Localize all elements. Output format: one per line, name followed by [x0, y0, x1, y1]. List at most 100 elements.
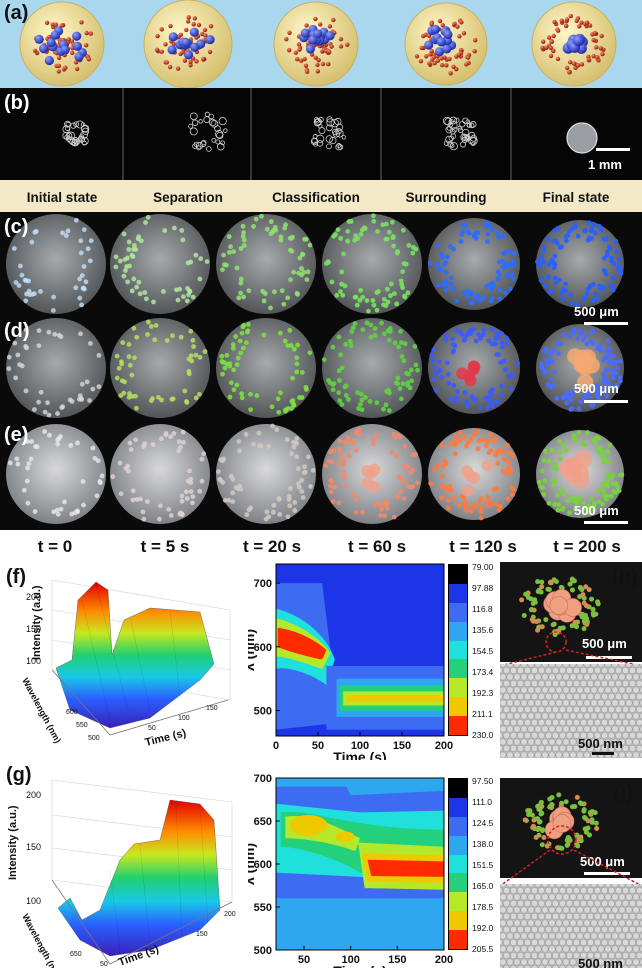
y-tick-label: 650 — [254, 816, 272, 828]
colorbar-swatch — [449, 659, 467, 679]
cb2-tick: 138.0 — [472, 839, 494, 849]
x-axis-label: Time (s) — [333, 963, 386, 968]
x-tick-label: 150 — [393, 740, 411, 752]
colorbar-swatch — [449, 835, 467, 855]
cb1-tick: 135.6 — [472, 625, 494, 635]
panel-cde-images — [6, 213, 625, 524]
cb2-tick: 192.0 — [472, 923, 494, 933]
stage-label-initial: Initial state — [26, 190, 98, 205]
panel-i-droplet — [522, 792, 600, 855]
cb1-tick: 154.5 — [472, 646, 494, 656]
surface-g-ztick-150: 150 — [26, 842, 41, 852]
y-tick-label: 700 — [254, 578, 272, 590]
colorbar-swatch — [449, 621, 467, 641]
surface-f-ytick: 600 — [66, 709, 78, 716]
cb1-tick: 116.8 — [472, 604, 493, 614]
cb2-tick: 111.0 — [472, 797, 493, 807]
colorbar-swatch — [449, 640, 467, 660]
cb2-tick: 151.5 — [472, 860, 494, 870]
surface-f-xtick: 50 — [148, 725, 156, 732]
colorbar-swatch — [449, 602, 467, 622]
scalebar-d-text: 500 μm — [574, 381, 619, 396]
surface-f-zlabel: Intensity (a.u.) — [31, 585, 43, 660]
panel-i-zoom-lines — [500, 850, 642, 887]
surface-f-ztick-100: 100 — [26, 656, 41, 666]
cb1-tick: 97.88 — [472, 583, 494, 593]
time-label-120: t = 120 s — [449, 537, 517, 556]
cb1-tick: 230.0 — [472, 730, 494, 740]
x-tick-label: 50 — [312, 740, 324, 752]
divider — [250, 88, 252, 180]
colorbar-swatch — [449, 716, 467, 735]
surface-g-ylabel: Wavelength (nm) — [20, 912, 63, 968]
time-label-5: t = 5 s — [140, 537, 190, 556]
panel-e-label: (e) — [4, 424, 29, 446]
colorbar-swatch — [449, 697, 467, 717]
colorbar-swatch — [449, 816, 467, 836]
scalebar-e — [584, 521, 628, 524]
surface-f-xtick: 150 — [206, 705, 218, 712]
divider — [380, 88, 382, 180]
y-axis-label: λ (nm) — [248, 843, 257, 885]
divider — [122, 88, 124, 180]
stage-strip — [0, 180, 642, 212]
panel-h-sem — [500, 664, 642, 758]
surface-plot-f: Intensity (a.u.) 100 150 200 Wavelength … — [20, 579, 231, 749]
surface-g-ztick-100: 100 — [26, 896, 41, 906]
panel-h-zoom-lines — [500, 649, 642, 667]
colorbar-swatch — [449, 797, 467, 817]
scalebar-i-top-text: 500 μm — [580, 854, 625, 869]
panel-c-label: (c) — [4, 216, 29, 238]
panel-i-label: (i) — [614, 782, 633, 804]
stage-label-final: Final state — [542, 190, 610, 205]
y-axis-label: λ (nm) — [248, 629, 257, 671]
surface-g-ztick-200: 200 — [26, 790, 41, 800]
colorbar-swatch — [449, 565, 467, 584]
surface-f-ylabel: Wavelength (nm) — [20, 676, 63, 744]
surface-f-ztick-150: 150 — [26, 624, 41, 634]
x-tick-label: 0 — [273, 740, 279, 752]
cb1-tick: 192.3 — [472, 688, 494, 698]
colorbar-swatch — [449, 854, 467, 874]
scalebar-i-bottom-text: 500 nm — [578, 956, 623, 971]
scalebar-b — [596, 148, 630, 151]
cb1-tick: 79.00 — [472, 562, 494, 572]
panel-h-label: (h) — [612, 566, 638, 588]
panel-g-label: (g) — [6, 764, 32, 786]
time-label-0: t = 0 — [37, 537, 73, 556]
time-label-20: t = 20 s — [242, 537, 302, 556]
y-tick-label: 500 — [254, 706, 272, 718]
surface-f-xtick: 100 — [178, 715, 190, 722]
colorbar-swatch — [449, 678, 467, 698]
scalebar-h-bottom — [592, 752, 614, 755]
cb1-tick: 173.4 — [472, 667, 494, 677]
scalebar-c-text: 500 μm — [574, 304, 619, 319]
scalebar-c — [584, 322, 628, 325]
surface-g-xtick: 150 — [196, 931, 208, 938]
scalebar-e-text: 500 μm — [574, 503, 619, 518]
cb2-tick: 178.5 — [472, 902, 494, 912]
stage-label-separation: Separation — [153, 190, 223, 205]
x-tick-label: 200 — [435, 740, 453, 752]
surface-f-ztick-200: 200 — [26, 592, 41, 602]
surface-g-xtick: 200 — [224, 911, 236, 918]
stage-label-surrounding: Surrounding — [405, 190, 487, 205]
panel-b-label: (b) — [4, 92, 30, 114]
y-tick-label: 500 — [254, 945, 272, 957]
y-tick-label: 600 — [254, 642, 272, 654]
panel-h-droplet — [519, 576, 601, 653]
colorbar-2 — [448, 778, 468, 950]
scalebar-h-top-text: 500 μm — [582, 636, 627, 651]
x-axis-label: Time (s) — [333, 749, 386, 760]
panel-cde-bg — [0, 212, 642, 530]
scalebar-h-top — [586, 656, 632, 659]
scalebar-h-bottom-text: 500 nm — [578, 736, 623, 751]
cb2-tick: 165.0 — [472, 881, 494, 891]
x-tick-label: 50 — [298, 954, 310, 966]
colorbar-2-labels: 97.50 111.0 124.5 138.0 151.5 165.0 178.… — [472, 776, 512, 956]
surface-plot-g: Intensity (a.u.) 100 150 200 Wavelength … — [7, 779, 236, 968]
divider — [510, 88, 512, 180]
scalebar-d — [584, 400, 628, 403]
time-label-60: t = 60 s — [347, 537, 407, 556]
cb2-tick: 205.5 — [472, 944, 494, 954]
